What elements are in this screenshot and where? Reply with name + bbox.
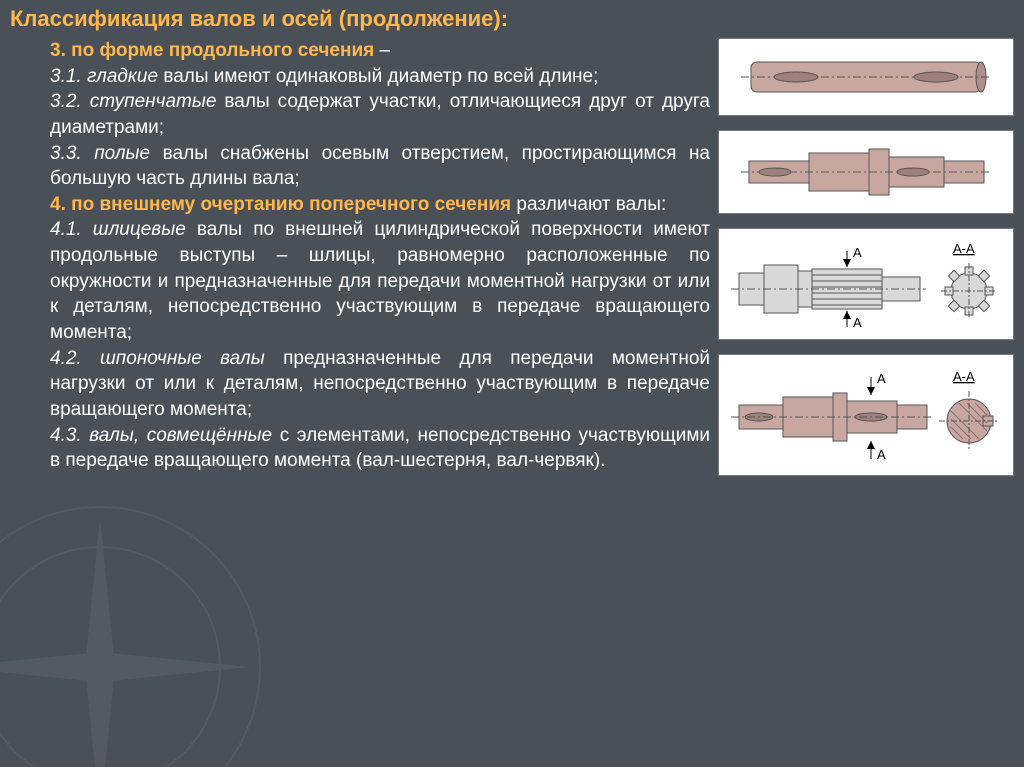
slide: Классификация валов и осей (продолжение)…	[0, 0, 1024, 767]
heading-3: 3. по форме продольного сечения	[50, 40, 374, 61]
figure-column: A A A-A	[718, 38, 1014, 476]
item-3-3-term: 3.3. полые	[50, 143, 150, 164]
item-4-3-term: 4.3. валы, совмещённые	[50, 425, 272, 446]
label-a-top: A	[877, 371, 886, 386]
figure-splined-shaft: A A A-A	[718, 228, 1014, 340]
content-row: 3. по форме продольного сечения – 3.1. г…	[0, 38, 1024, 476]
figure-stepped-shaft	[718, 130, 1014, 214]
heading-3-dash: –	[380, 40, 391, 61]
label-a-bottom: A	[877, 447, 886, 462]
watermark-compass-icon	[0, 487, 280, 767]
heading-4-tail: различают валы:	[516, 194, 666, 215]
label-aa: A-A	[953, 241, 975, 256]
item-3-2-term: 3.2. ступенчатые	[50, 91, 216, 112]
item-3-1-term: 3.1. гладкие	[50, 66, 158, 87]
label-aa: A-A	[953, 369, 975, 384]
body-text: 3. по форме продольного сечения – 3.1. г…	[10, 38, 710, 476]
figure-keyed-shaft: A A A-A	[718, 354, 1014, 476]
item-4-1-term: 4.1. шлицевые	[50, 219, 186, 240]
label-a-top: A	[853, 245, 862, 260]
heading-4: 4. по внешнему очертанию поперечного сеч…	[50, 194, 511, 215]
item-4-2-term: 4.2. шпоночные валы	[50, 348, 265, 369]
item-3-1-text: валы имеют одинаковый диаметр по всей дл…	[163, 66, 598, 87]
figure-smooth-shaft	[718, 38, 1014, 116]
label-a-bottom: A	[853, 315, 862, 330]
slide-title: Классификация валов и осей (продолжение)…	[0, 6, 1024, 38]
